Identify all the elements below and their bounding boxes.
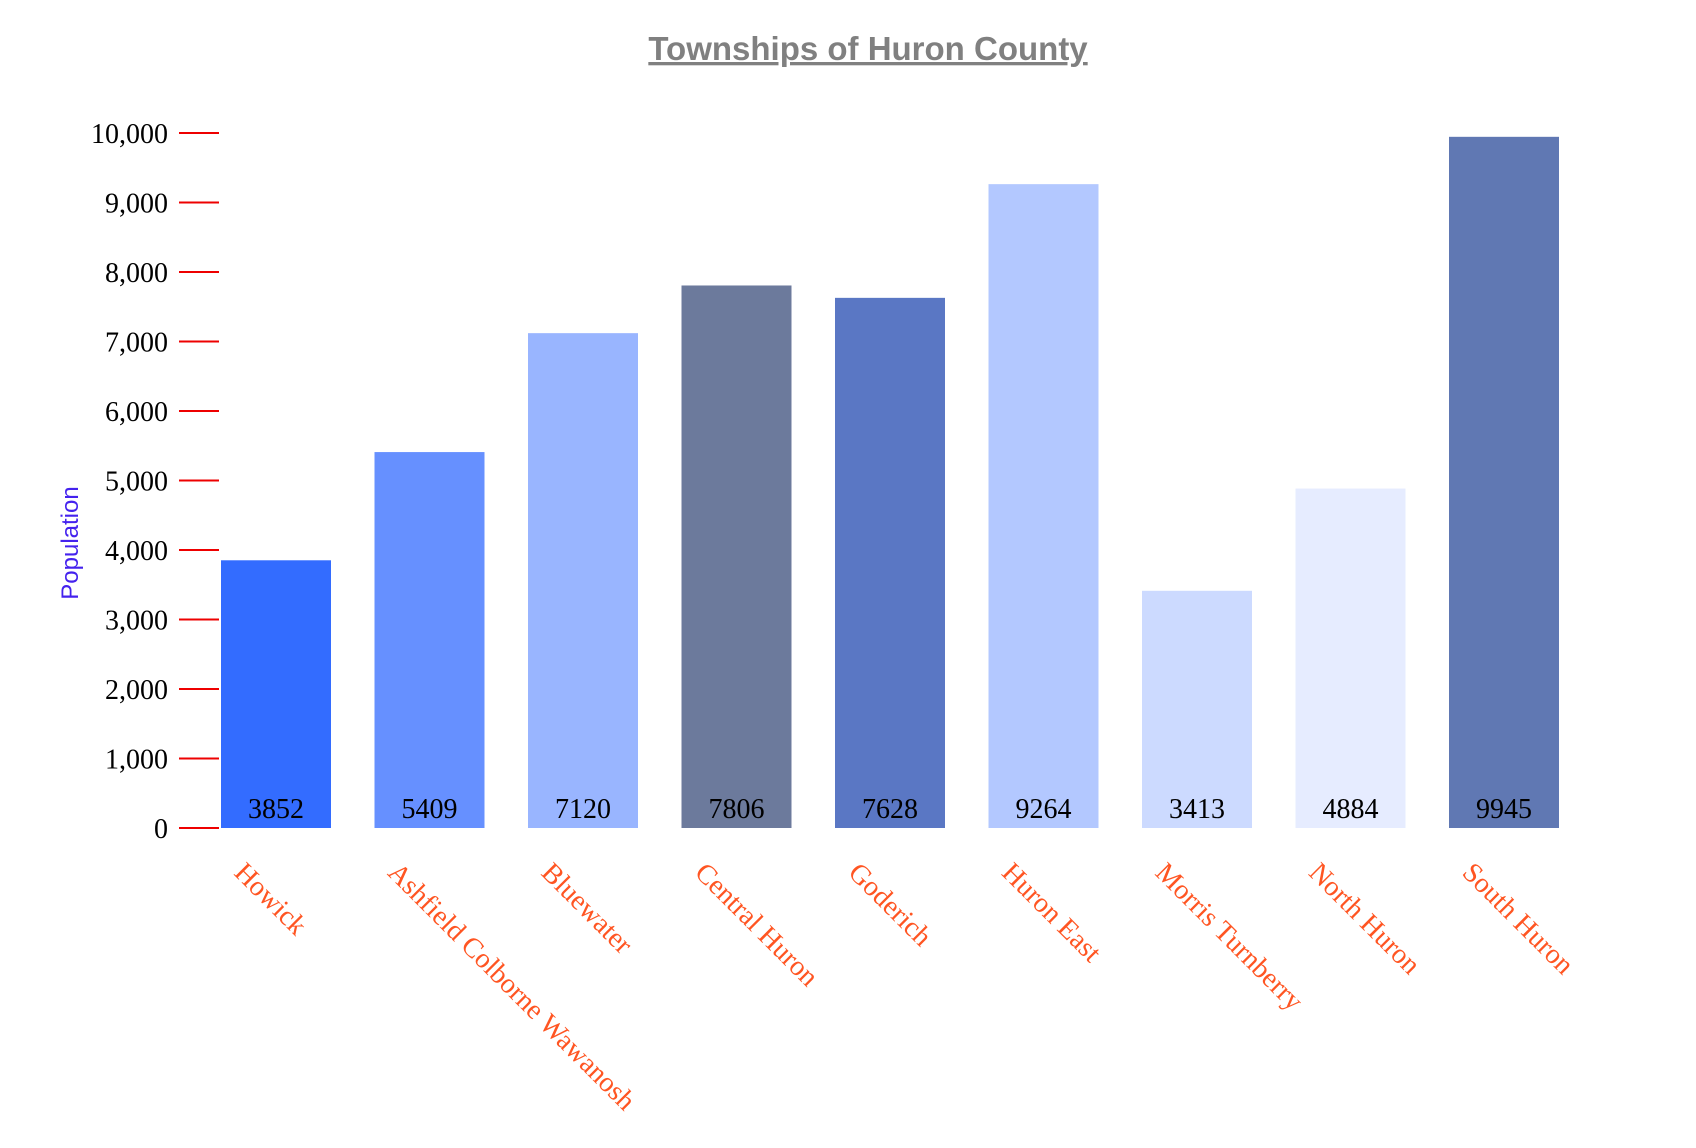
bar-value-label: 9264 bbox=[1016, 794, 1072, 825]
y-tick-label: 1,000 bbox=[105, 745, 168, 776]
bar bbox=[221, 560, 331, 828]
y-tick-label: 8,000 bbox=[105, 258, 168, 289]
y-tick-label: 3,000 bbox=[105, 606, 168, 637]
bar bbox=[835, 297, 945, 828]
bar-value-label: 7628 bbox=[862, 794, 918, 825]
bar-value-label: 9945 bbox=[1476, 794, 1532, 825]
y-axis-label: Population bbox=[57, 486, 84, 599]
x-category-label: South Huron bbox=[1456, 857, 1580, 981]
y-axis-ticks: 0 1,000 2,000 3,000 4,000 5,000 6,000 7,000 8,00… bbox=[91, 119, 219, 845]
bar-value-label: 3413 bbox=[1169, 794, 1225, 825]
y-tick-label: 2,000 bbox=[105, 675, 168, 706]
y-tick-label: 5,000 bbox=[105, 467, 168, 498]
x-category-label: Ashfield Colborne Wawanosh bbox=[382, 857, 642, 1117]
bar bbox=[1449, 136, 1559, 828]
bar bbox=[681, 285, 792, 828]
y-tick-label: 10,000 bbox=[91, 119, 168, 150]
chart-title: Townships of Huron County bbox=[648, 30, 1088, 67]
y-tick-label: 9,000 bbox=[105, 189, 168, 220]
bar-value-label: 7120 bbox=[555, 794, 611, 825]
bar-value-label: 4884 bbox=[1323, 794, 1379, 825]
x-axis-category-labels: Howick Ashfield Colborne WawanoshBluewate… bbox=[228, 857, 1580, 1117]
bar bbox=[1142, 590, 1252, 828]
x-category-label: Goderich bbox=[842, 857, 938, 953]
bar bbox=[988, 184, 1099, 829]
bar-value-label: 5409 bbox=[402, 794, 458, 825]
x-category-label: Huron East bbox=[996, 857, 1108, 969]
x-category-label: North Huron bbox=[1303, 857, 1427, 981]
x-category-label: Bluewater bbox=[535, 857, 639, 961]
bar-value-label: 7806 bbox=[709, 794, 765, 825]
y-tick-label: 6,000 bbox=[105, 397, 168, 428]
x-category-label: Morris Turnberry bbox=[1149, 857, 1309, 1017]
y-tick-label: 4,000 bbox=[105, 536, 168, 567]
y-tick-label: 0 bbox=[154, 814, 168, 845]
bar bbox=[528, 333, 638, 828]
x-category-label: Howick bbox=[228, 857, 313, 942]
bar-value-labels: 3852 5409 7120 7806 7628 9264 3413 4884 9945 bbox=[248, 794, 1532, 825]
x-category-label: Central Huron bbox=[689, 857, 825, 993]
bars-group bbox=[221, 136, 1559, 829]
y-tick-label: 7,000 bbox=[105, 328, 168, 359]
bar-value-label: 3852 bbox=[248, 794, 304, 825]
bar bbox=[1295, 488, 1406, 828]
bar bbox=[374, 452, 485, 828]
